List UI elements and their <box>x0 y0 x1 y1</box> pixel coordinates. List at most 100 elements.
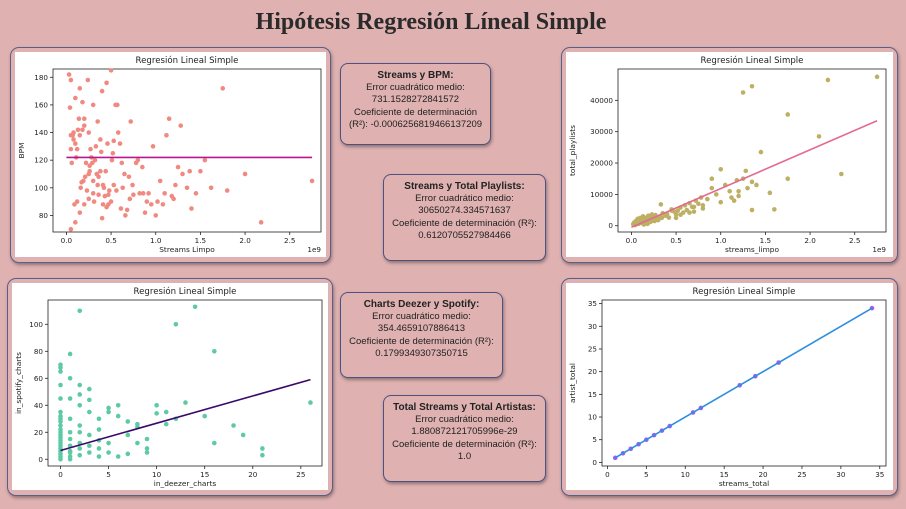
data-point <box>212 348 217 354</box>
data-point <box>90 102 96 108</box>
data-point <box>75 127 81 133</box>
data-point <box>96 192 101 198</box>
data-point <box>133 160 139 166</box>
chart-title: Regresión Lineal Simple <box>134 286 237 297</box>
data-point <box>85 77 91 83</box>
y-tick-label: 160 <box>34 100 48 109</box>
data-point <box>77 308 83 314</box>
data-point <box>154 411 159 416</box>
stat-title: Total Streams y Total Artistas: <box>393 402 536 413</box>
data-point <box>58 423 63 428</box>
x-tick-label: 1.0 <box>715 236 727 245</box>
data-point <box>115 454 121 459</box>
y-tick-label: 180 <box>34 73 48 82</box>
x-tick-label: 1.0 <box>150 236 162 245</box>
stat-mse-label: Error cuadrático medio: <box>372 311 471 323</box>
data-point <box>67 436 73 442</box>
data-point <box>173 182 178 188</box>
data-point <box>148 202 154 207</box>
data-point <box>87 432 92 438</box>
stat-box-artists: Total Streams y Total Artistas: Error cu… <box>383 395 546 482</box>
data-point <box>82 174 88 180</box>
data-point <box>123 213 128 218</box>
data-point <box>125 419 131 424</box>
chart-deezer-spotify: Regresión Lineal Simple 0 5 10 15 20 25 0 20 40 60… <box>14 286 323 488</box>
data-point <box>126 174 132 180</box>
data-point <box>709 185 715 191</box>
x-tick-label: 20 <box>758 470 768 479</box>
y-tick-label: 0 <box>608 221 613 230</box>
x-tick-label: 2.5 <box>849 236 860 245</box>
data-point <box>109 157 115 163</box>
stat-r2-label: Coeficiente de determinación <box>353 106 478 118</box>
data-point <box>687 210 692 215</box>
data-point <box>73 95 78 101</box>
data-point <box>184 185 190 191</box>
stat-title: Streams y BPM: <box>377 70 454 81</box>
data-point <box>98 149 104 155</box>
data-point <box>78 185 83 191</box>
x-axis-label: streams_total <box>719 479 769 488</box>
data-point <box>74 199 80 204</box>
x-tick-label: 15 <box>720 470 729 479</box>
data-point <box>736 193 741 199</box>
y-tick-label: 80 <box>39 211 49 220</box>
data-point <box>76 116 82 122</box>
x-tick-label: 0.0 <box>626 236 638 245</box>
plot-frame <box>47 299 323 467</box>
data-point <box>68 226 74 232</box>
chart-panel-playlists: Regresión Lineal Simple 0.0 0.5 1.0 1.5 2.0 2.… <box>561 47 898 263</box>
data-point <box>166 116 172 122</box>
data-point <box>114 188 119 193</box>
x-axis-label: in_deezer_charts <box>154 479 217 488</box>
y-tick-label: 20000 <box>590 159 613 168</box>
x-tick-label: 2.0 <box>804 236 816 245</box>
data-point <box>93 144 99 149</box>
data-point <box>87 443 92 449</box>
stat-r2-value: (R²): -0.0006256819466137209 <box>348 118 483 130</box>
data-point <box>111 138 117 144</box>
y-tick-label: 100 <box>34 183 48 192</box>
stat-r2-value: 1.0 <box>457 450 472 462</box>
data-point <box>77 392 83 397</box>
scatter-points <box>58 304 313 462</box>
data-point <box>754 182 759 188</box>
data-point <box>224 188 230 193</box>
data-point <box>153 213 159 218</box>
chart-panel-artists: Regresión Lineal Simple 0 5 10 15 20 25 30 35 0 5 1… <box>561 278 898 496</box>
data-point <box>709 176 715 182</box>
data-point <box>825 77 831 83</box>
data-point <box>124 207 130 213</box>
data-point <box>91 199 97 204</box>
data-point <box>58 396 63 401</box>
data-point <box>58 382 63 388</box>
stat-mse-label: Error cuadrático medio: <box>415 414 514 426</box>
stat-mse-label: Error cuadrático medio: <box>415 193 514 205</box>
y-tick-label: 80 <box>34 347 44 356</box>
stat-mse-label: Error cuadrático medio: <box>366 82 465 94</box>
data-point <box>673 212 679 217</box>
data-point <box>95 119 100 124</box>
data-point <box>157 178 163 184</box>
y-tick-label: 15 <box>588 390 597 399</box>
data-point <box>67 375 73 381</box>
data-point <box>758 149 764 155</box>
data-point <box>110 150 116 156</box>
data-point <box>96 174 101 180</box>
regression-line <box>614 307 873 459</box>
stat-r2-value: 0.1799349307350715 <box>375 347 468 359</box>
data-point <box>127 196 133 202</box>
data-point <box>749 83 755 89</box>
data-point <box>125 451 131 457</box>
stat-r2-label: Coeficiente de determinación (R²): <box>392 438 537 450</box>
y-tick-label: 30 <box>588 322 598 331</box>
y-tick-label: 30000 <box>590 127 613 136</box>
data-point <box>88 146 93 152</box>
data-point <box>67 396 73 401</box>
x-tick-label: 25 <box>797 470 806 479</box>
y-tick-label: 10000 <box>590 190 613 199</box>
stat-box-bpm: Streams y BPM: Error cuadrático medio: 7… <box>340 63 491 145</box>
data-point <box>80 99 85 105</box>
data-point <box>58 369 63 374</box>
stat-title: Streams y Total Playlists: <box>404 181 525 192</box>
